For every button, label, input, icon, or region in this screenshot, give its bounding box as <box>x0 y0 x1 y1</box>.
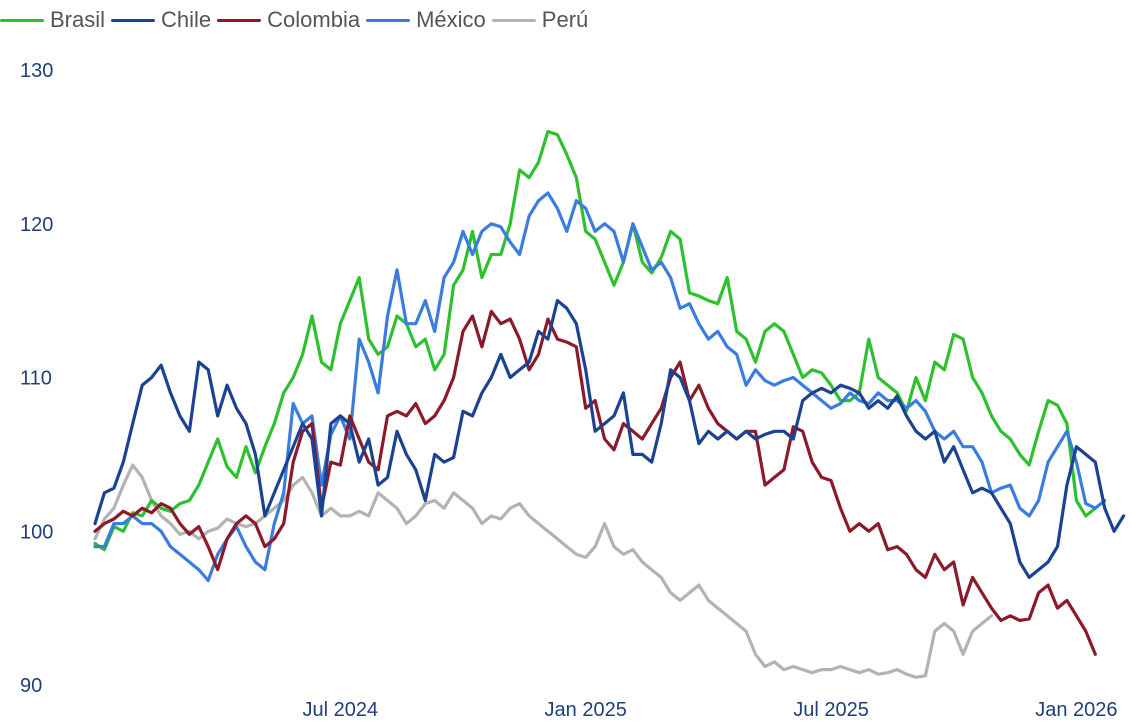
legend-item: Brasil <box>0 7 105 33</box>
x-tick-label: Jul 2025 <box>793 699 869 721</box>
legend-label: Colombia <box>267 7 361 32</box>
legend-label: Brasil <box>50 7 106 32</box>
legend-swatch <box>366 18 411 22</box>
legend-label: Perú <box>541 7 589 32</box>
legend-item: México <box>366 7 486 33</box>
y-tick-label: 90 <box>20 675 42 697</box>
legend-item: Perú <box>491 7 589 33</box>
legend-label: Chile <box>161 7 212 32</box>
y-tick-label: 110 <box>20 368 52 390</box>
chart-legend: Brasil Chile Colombia México Perú <box>0 0 594 40</box>
legend-swatch <box>0 18 44 22</box>
legend-item: Colombia <box>217 7 360 33</box>
legend-swatch <box>217 18 262 22</box>
x-tick-label: Jan 2026 <box>1035 699 1117 721</box>
x-tick-label: Jan 2025 <box>545 699 627 721</box>
legend-swatch <box>491 18 536 22</box>
series-line-brasil <box>93 129 1097 552</box>
series-line-chile <box>93 299 1126 579</box>
legend-item: Chile <box>111 7 211 33</box>
y-tick-label: 100 <box>20 521 53 543</box>
y-tick-label: 130 <box>20 60 53 82</box>
series-line-peru <box>93 463 994 679</box>
x-tick-label: Jul 2024 <box>303 699 379 721</box>
legend-swatch <box>111 18 156 22</box>
y-tick-label: 120 <box>20 214 53 236</box>
series-line-colombia <box>93 309 1097 656</box>
legend-label: México <box>416 7 486 32</box>
